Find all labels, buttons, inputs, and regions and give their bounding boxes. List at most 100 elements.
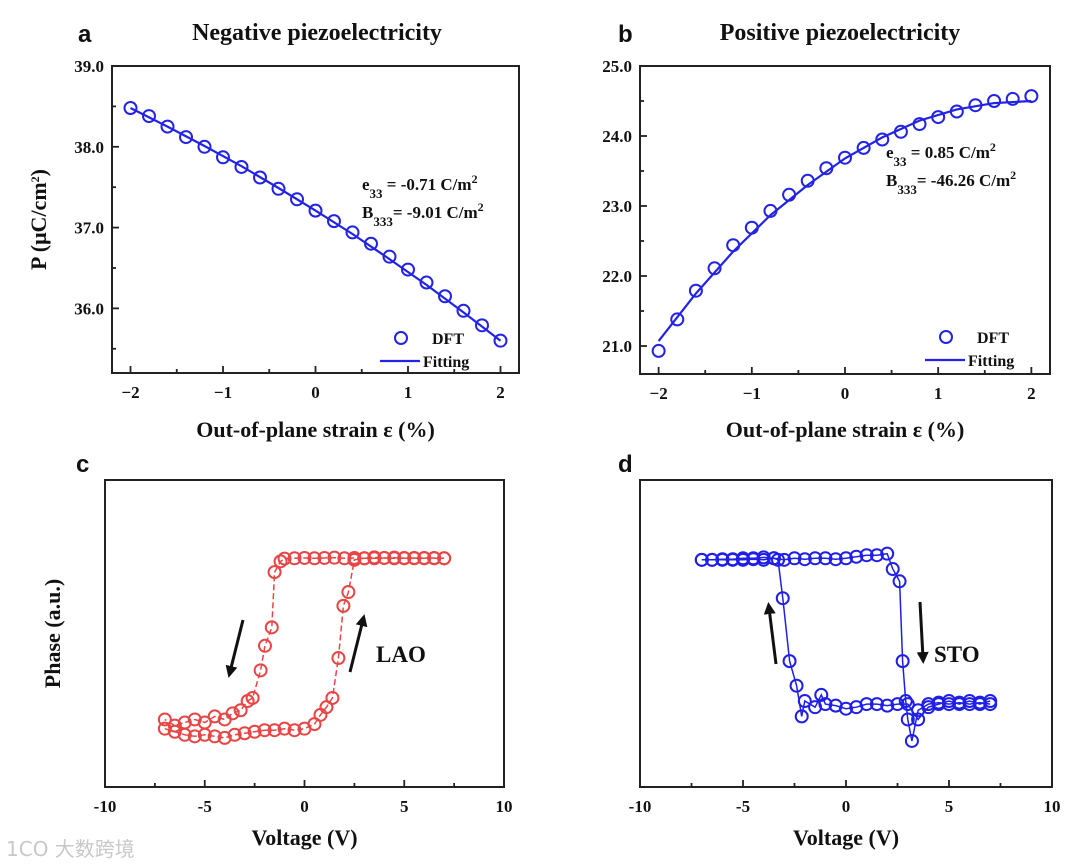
x-tick-label: 0 bbox=[841, 384, 850, 403]
data-point bbox=[875, 132, 890, 147]
data-point bbox=[307, 551, 322, 566]
data-point bbox=[736, 552, 750, 567]
data-point bbox=[345, 225, 360, 240]
chart-panel-a: −2 −1 0 1 2 36.0 37.0 38.0 39.0 Out-of-plane stra… bbox=[26, 57, 520, 442]
data-point bbox=[898, 694, 913, 709]
legend-label-dft: DFT bbox=[977, 330, 1009, 347]
data-point bbox=[347, 552, 362, 567]
data-point bbox=[123, 101, 138, 116]
data-point bbox=[382, 249, 397, 264]
text-part: = -0.71 C/m bbox=[383, 175, 472, 194]
data-point bbox=[427, 551, 442, 566]
data-point bbox=[179, 130, 193, 145]
data-point bbox=[725, 552, 740, 567]
data-point bbox=[493, 333, 508, 348]
x-axis-label: Out-of-plane strain ε (%) bbox=[196, 417, 435, 442]
data-point bbox=[287, 551, 302, 566]
data-point bbox=[357, 551, 372, 566]
x-axis-label: Out-of-plane strain ε (%) bbox=[726, 417, 965, 442]
data-point bbox=[267, 565, 282, 580]
data-point bbox=[287, 723, 302, 738]
data-point bbox=[787, 551, 802, 566]
y-tick-label: 24.0 bbox=[602, 127, 632, 146]
data-point bbox=[670, 312, 685, 327]
x-tick-label: 1 bbox=[404, 383, 413, 402]
x-tick-label: -5 bbox=[736, 797, 750, 816]
data-point bbox=[880, 698, 895, 713]
y-tick-label: 23.0 bbox=[602, 197, 632, 216]
data-point bbox=[726, 238, 741, 253]
data-point bbox=[157, 712, 172, 727]
panel-label-d: d bbox=[618, 451, 633, 478]
plot-frame bbox=[639, 65, 1051, 375]
fit-line bbox=[657, 99, 1032, 342]
data-point bbox=[325, 690, 340, 705]
data-point bbox=[407, 551, 422, 566]
data-point bbox=[327, 550, 342, 565]
data-point bbox=[290, 192, 304, 207]
data-point bbox=[789, 678, 804, 693]
data-point bbox=[475, 318, 489, 333]
data-point bbox=[746, 552, 761, 567]
text-part: P (μC/cm bbox=[26, 182, 51, 270]
coefficient-annotation: e33 = -0.71 C/m2 bbox=[362, 172, 478, 201]
data-point bbox=[838, 150, 852, 165]
x-tick-label: 5 bbox=[400, 797, 409, 816]
data-point bbox=[247, 724, 262, 739]
data-point bbox=[880, 546, 895, 561]
panel-a-title: Negative piezoelectricity bbox=[192, 20, 442, 46]
x-tick-label: 0 bbox=[300, 797, 309, 816]
data-point bbox=[856, 140, 871, 155]
data-point bbox=[705, 552, 720, 567]
x-tick-label: −2 bbox=[650, 384, 668, 403]
sweep-up-arrow-c bbox=[348, 614, 368, 673]
data-point bbox=[187, 729, 202, 744]
chart-panel-b: −2 −1 0 1 2 21.0 22.0 23.0 24.0 25.0 Out-of-plane … bbox=[602, 57, 1051, 442]
x-tick-label: 5 bbox=[945, 797, 954, 816]
data-point bbox=[240, 694, 255, 709]
data-point bbox=[782, 654, 797, 669]
x-axis-label: Voltage (V) bbox=[251, 825, 357, 850]
data-point bbox=[828, 698, 843, 713]
data-point bbox=[859, 548, 874, 563]
data-point bbox=[197, 727, 212, 742]
data-point bbox=[814, 687, 829, 702]
watermark-logo: 1CO 大数跨境 bbox=[6, 837, 135, 861]
data-point bbox=[341, 585, 356, 600]
text-part: Phase (a.u.) bbox=[40, 579, 65, 688]
data-point bbox=[197, 139, 212, 154]
data-point bbox=[160, 119, 175, 134]
data-point bbox=[417, 550, 432, 565]
y-tick-label: 21.0 bbox=[602, 337, 632, 356]
x-tick-label: -10 bbox=[94, 797, 117, 816]
x-tick-label: 0 bbox=[842, 797, 851, 816]
data-point bbox=[337, 551, 352, 566]
x-tick-label: 10 bbox=[496, 797, 513, 816]
data-point bbox=[869, 548, 884, 563]
data-point bbox=[921, 700, 936, 715]
data-point bbox=[227, 727, 242, 742]
data-point bbox=[911, 712, 926, 727]
data-point bbox=[377, 550, 392, 565]
data-point bbox=[849, 549, 864, 564]
legend-marker-dft bbox=[939, 330, 953, 344]
data-point bbox=[267, 723, 282, 738]
data-point bbox=[177, 727, 192, 742]
text-part: ) bbox=[26, 169, 51, 176]
data-point bbox=[885, 562, 900, 577]
y-axis-label: Phase (a.u.) bbox=[40, 579, 65, 688]
y-tick-label: 39.0 bbox=[74, 57, 104, 76]
y-tick-label: 25.0 bbox=[602, 57, 632, 76]
data-point bbox=[456, 303, 471, 318]
data-point bbox=[237, 726, 252, 741]
data-point bbox=[775, 591, 790, 606]
x-tick-label: −1 bbox=[214, 383, 232, 402]
plot-frame bbox=[639, 479, 1053, 788]
x-axis-label: Voltage (V) bbox=[793, 825, 899, 850]
data-point bbox=[331, 651, 346, 666]
data-point bbox=[900, 697, 915, 712]
subscript-text: 333 bbox=[897, 182, 917, 197]
coefficient-annotation: e33 = 0.85 C/m2 bbox=[886, 140, 996, 169]
legend-marker-dft bbox=[394, 331, 408, 345]
supscript-text: 2 bbox=[1010, 168, 1016, 182]
